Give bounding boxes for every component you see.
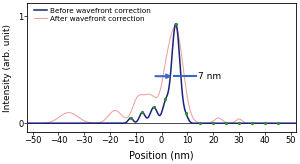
Legend: Before wavefront correction, After wavefront correction: Before wavefront correction, After wavef… (34, 7, 152, 22)
Text: 7 nm: 7 nm (198, 72, 221, 81)
X-axis label: Position (nm): Position (nm) (129, 151, 194, 161)
Y-axis label: Intensity (arb. unit): Intensity (arb. unit) (4, 24, 13, 112)
